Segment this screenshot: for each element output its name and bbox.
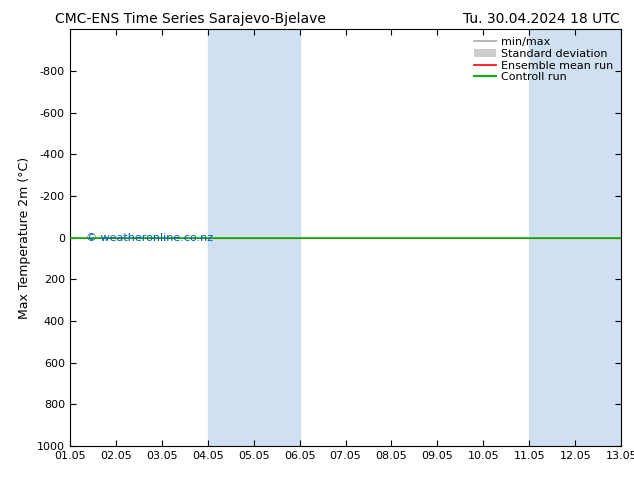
Y-axis label: Max Temperature 2m (°C): Max Temperature 2m (°C) — [18, 157, 31, 318]
Text: © weatheronline.co.nz: © weatheronline.co.nz — [86, 233, 214, 243]
Text: CMC-ENS Time Series Sarajevo-Bjelave: CMC-ENS Time Series Sarajevo-Bjelave — [55, 12, 326, 26]
Text: Tu. 30.04.2024 18 UTC: Tu. 30.04.2024 18 UTC — [463, 12, 619, 26]
Legend: min/max, Standard deviation, Ensemble mean run, Controll run: min/max, Standard deviation, Ensemble me… — [471, 35, 616, 84]
Bar — [207, 29, 299, 446]
Bar — [529, 29, 621, 446]
